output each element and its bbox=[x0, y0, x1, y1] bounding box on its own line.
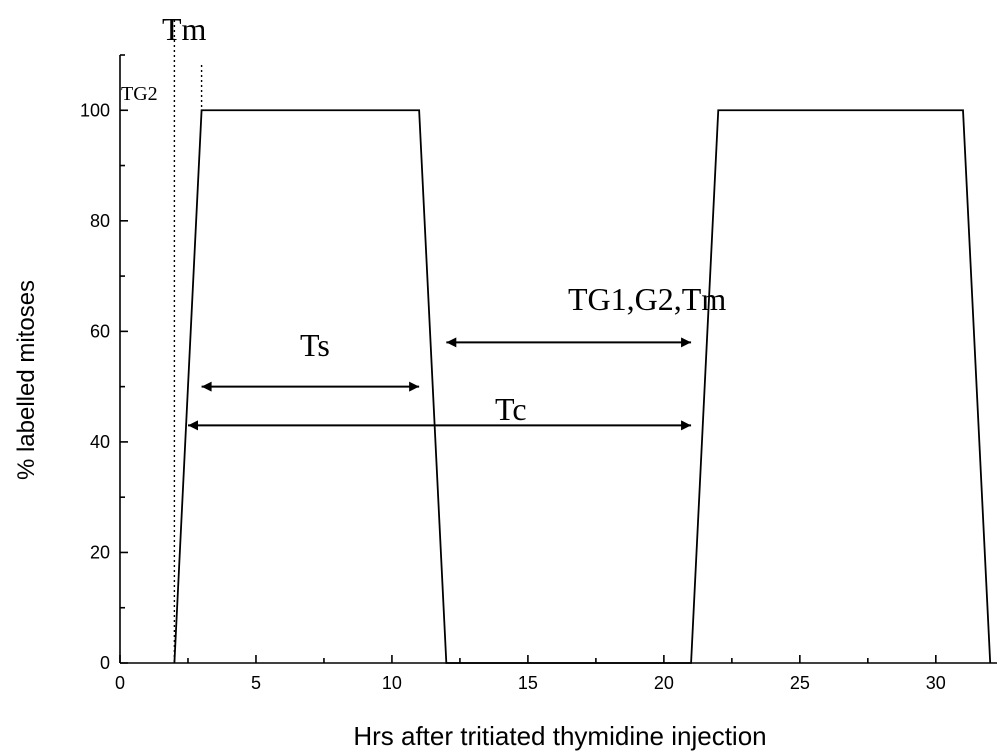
annotation: Ts bbox=[300, 327, 330, 363]
y-tick-label: 40 bbox=[90, 432, 110, 452]
x-tick-label: 20 bbox=[654, 673, 674, 693]
y-tick-label: 20 bbox=[90, 542, 110, 562]
annotation: Tm bbox=[162, 11, 207, 47]
x-tick-label: 5 bbox=[251, 673, 261, 693]
annotation: TG1,G2,Tm bbox=[568, 281, 726, 317]
x-tick-label: 15 bbox=[518, 673, 538, 693]
x-tick-label: 10 bbox=[382, 673, 402, 693]
y-tick-label: 100 bbox=[80, 100, 110, 120]
y-tick-label: 60 bbox=[90, 321, 110, 341]
annotation: TG2 bbox=[121, 83, 158, 105]
y-axis-label: % labelled mitoses bbox=[13, 280, 40, 480]
annotation: Tc bbox=[495, 391, 527, 427]
y-tick-label: 80 bbox=[90, 211, 110, 231]
data-line bbox=[173, 109, 992, 664]
x-tick-label: 30 bbox=[926, 673, 946, 693]
x-axis-label: Hrs after tritiated thymidine injection bbox=[353, 721, 766, 751]
x-tick-label: 25 bbox=[790, 673, 810, 693]
y-tick-label: 0 bbox=[100, 653, 110, 673]
x-tick-label: 0 bbox=[115, 673, 125, 693]
